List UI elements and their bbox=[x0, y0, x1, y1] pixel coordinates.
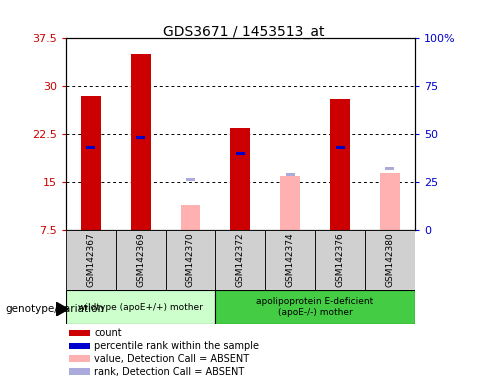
Text: genotype/variation: genotype/variation bbox=[5, 304, 104, 314]
Bar bbox=[186, 178, 195, 180]
Bar bbox=[66, 290, 215, 324]
Bar bbox=[315, 230, 365, 290]
Bar bbox=[215, 290, 415, 324]
Bar bbox=[336, 146, 345, 149]
Bar bbox=[69, 343, 90, 349]
Bar bbox=[66, 230, 116, 290]
Text: GSM142369: GSM142369 bbox=[136, 232, 145, 287]
Bar bbox=[380, 173, 400, 230]
Text: GDS3671 / 1453513_at: GDS3671 / 1453513_at bbox=[163, 25, 325, 39]
Bar bbox=[230, 128, 250, 230]
Polygon shape bbox=[56, 302, 68, 316]
Bar bbox=[330, 99, 350, 230]
Bar bbox=[285, 173, 295, 176]
Text: GSM142374: GSM142374 bbox=[285, 232, 295, 287]
Text: percentile rank within the sample: percentile rank within the sample bbox=[95, 341, 260, 351]
Bar bbox=[86, 146, 95, 149]
Bar bbox=[81, 96, 101, 230]
Bar bbox=[215, 230, 265, 290]
Bar bbox=[69, 356, 90, 362]
Bar bbox=[165, 230, 215, 290]
Text: count: count bbox=[95, 328, 122, 338]
Bar bbox=[131, 55, 151, 230]
Bar bbox=[280, 176, 300, 230]
Text: GSM142367: GSM142367 bbox=[86, 232, 95, 287]
Text: value, Detection Call = ABSENT: value, Detection Call = ABSENT bbox=[95, 354, 250, 364]
Text: GSM142380: GSM142380 bbox=[386, 232, 394, 287]
Bar bbox=[69, 368, 90, 375]
Text: wildtype (apoE+/+) mother: wildtype (apoE+/+) mother bbox=[78, 303, 203, 312]
Bar bbox=[365, 230, 415, 290]
Bar bbox=[116, 230, 165, 290]
Bar bbox=[136, 136, 145, 139]
Text: apolipoprotein E-deficient
(apoE-/-) mother: apolipoprotein E-deficient (apoE-/-) mot… bbox=[257, 298, 374, 317]
Bar bbox=[386, 167, 394, 170]
Text: GSM142370: GSM142370 bbox=[186, 232, 195, 287]
Bar bbox=[265, 230, 315, 290]
Bar bbox=[69, 329, 90, 336]
Bar bbox=[181, 205, 201, 230]
Text: GSM142372: GSM142372 bbox=[236, 232, 245, 287]
Text: GSM142376: GSM142376 bbox=[336, 232, 345, 287]
Text: rank, Detection Call = ABSENT: rank, Detection Call = ABSENT bbox=[95, 367, 245, 377]
Bar bbox=[236, 152, 245, 155]
